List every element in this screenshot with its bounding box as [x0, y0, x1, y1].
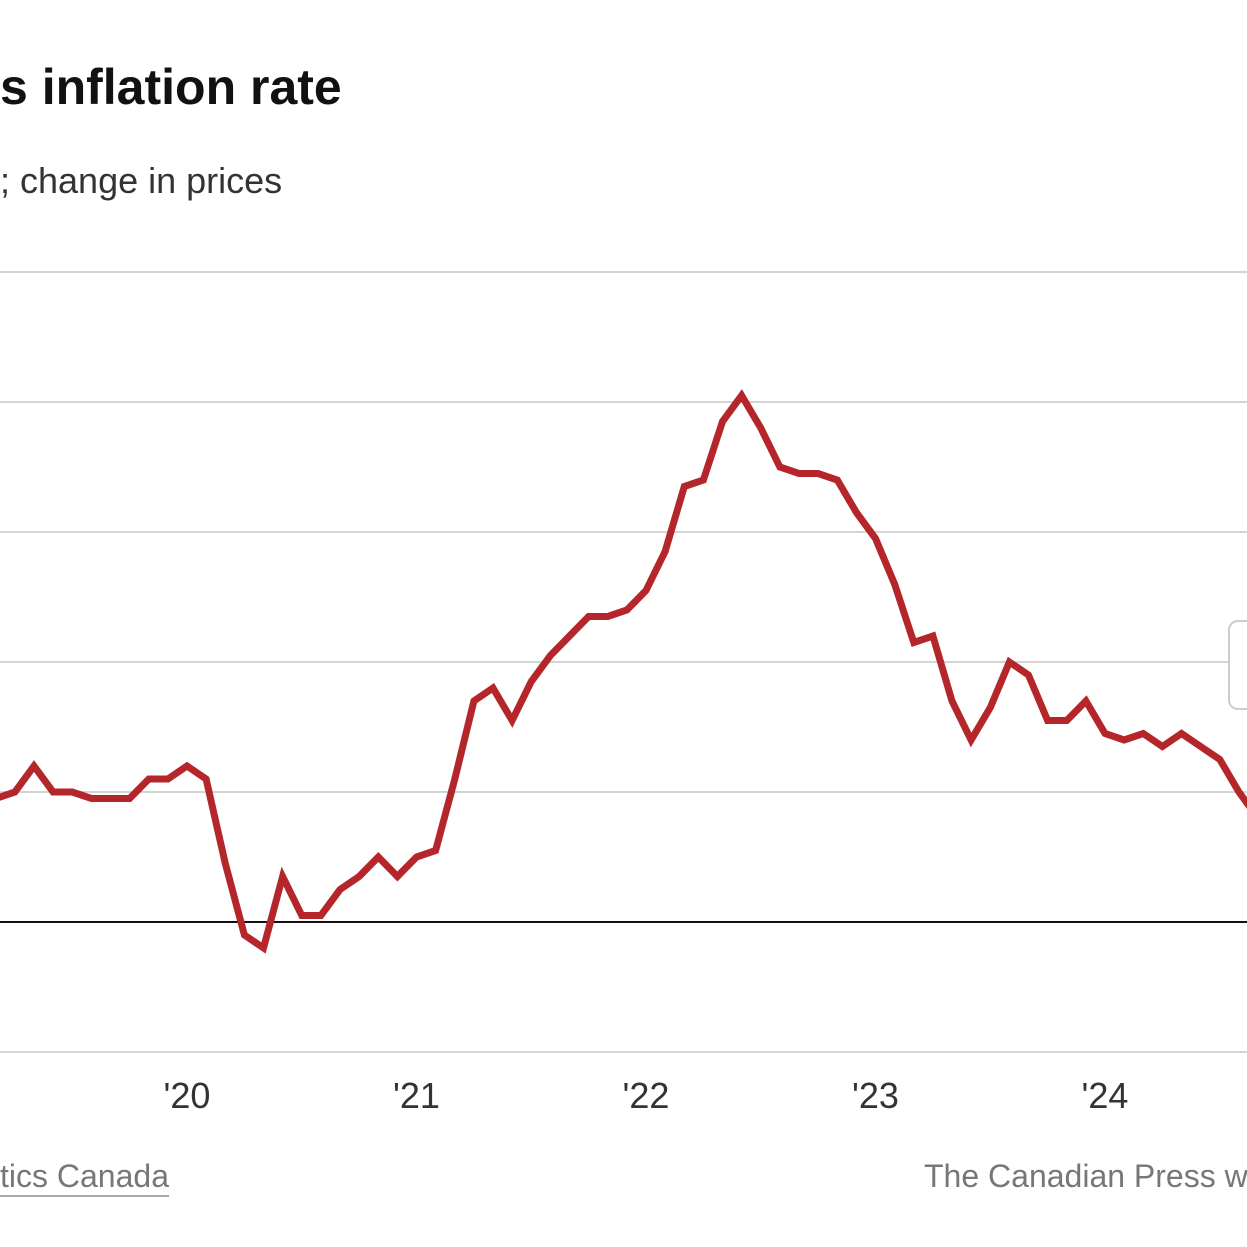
chart-subtitle: ; change in prices: [0, 160, 283, 201]
credit-text: The Canadian Press w: [924, 1158, 1247, 1194]
x-tick-label: '24: [1082, 1075, 1129, 1116]
x-tick-label: '21: [393, 1075, 440, 1116]
tooltip-box: [1228, 620, 1247, 710]
chart-title: s inflation rate: [0, 59, 342, 115]
source-link[interactable]: tics Canada: [0, 1158, 169, 1197]
x-tick-label: '20: [164, 1075, 211, 1116]
x-tick-label: '22: [623, 1075, 670, 1116]
inflation-line: [0, 389, 1247, 954]
x-tick-label: '23: [852, 1075, 899, 1116]
